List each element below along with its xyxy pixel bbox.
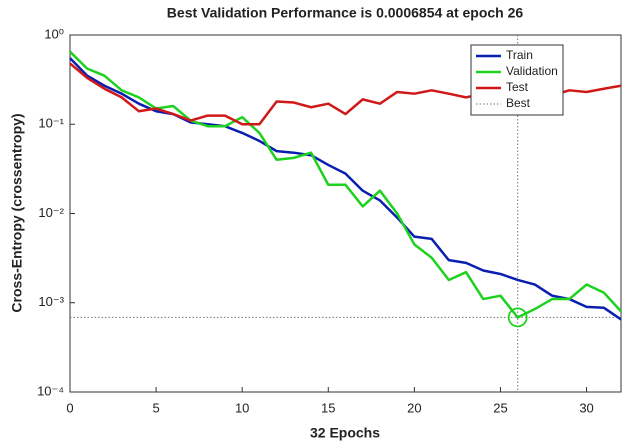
x-tick-label: 15 — [321, 400, 335, 415]
x-tick-label: 30 — [579, 400, 593, 415]
legend-label: Test — [506, 80, 529, 94]
y-tick-label: 10⁻³ — [38, 294, 64, 309]
best-marker — [507, 307, 528, 328]
chart-title: Best Validation Performance is 0.0006854… — [167, 5, 524, 21]
y-tick-label: 10⁰ — [44, 26, 64, 41]
x-tick-label: 5 — [152, 400, 159, 415]
y-tick-label: 10⁻⁴ — [37, 383, 64, 398]
legend-label: Validation — [506, 64, 558, 78]
legend-label: Best — [506, 96, 531, 110]
x-tick-label: 0 — [66, 400, 73, 415]
x-tick-label: 20 — [407, 400, 421, 415]
y-tick-label: 10⁻¹ — [38, 116, 64, 131]
y-axis-label: Cross-Entropy (crossentropy) — [9, 113, 25, 312]
legend-label: Train — [506, 48, 533, 62]
x-axis-label: 32 Epochs — [310, 425, 380, 441]
x-tick-label: 25 — [493, 400, 507, 415]
x-tick-label: 10 — [235, 400, 249, 415]
series-line — [69, 57, 622, 321]
series-line — [69, 50, 622, 319]
y-tick-label: 10⁻² — [38, 205, 64, 220]
